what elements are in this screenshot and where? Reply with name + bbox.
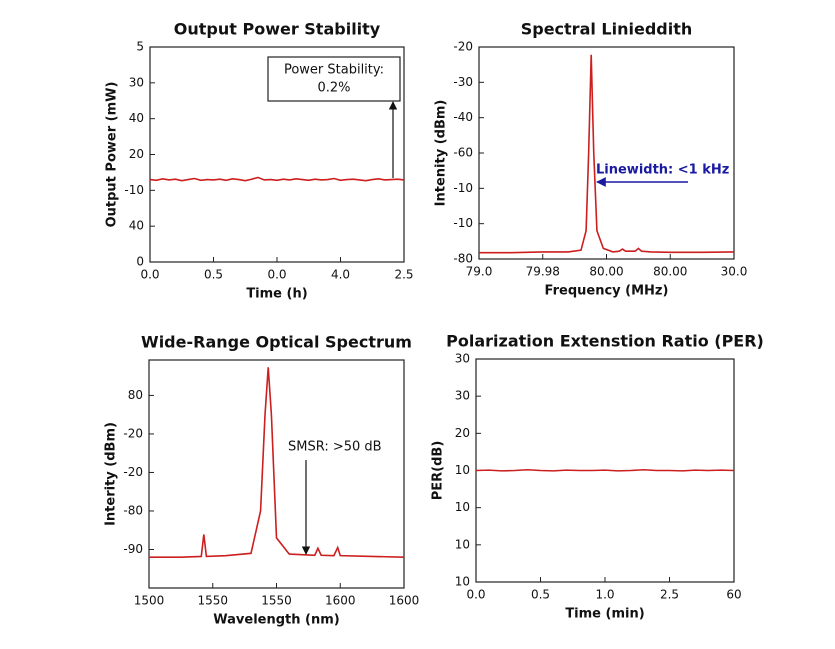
y-tick-label: 10 <box>455 500 470 514</box>
y-tick-label: 40 <box>129 111 144 125</box>
y-tick-label: 10 <box>455 463 470 477</box>
y-tick-label: 20 <box>129 147 144 161</box>
y-tick-label: -40 <box>453 110 473 124</box>
y-axis-label: Interity (dBm) <box>104 422 119 526</box>
x-tick-label: 1600 <box>389 594 420 608</box>
y-tick-label: -80 <box>123 503 143 517</box>
x-axis-label: Time (min) <box>565 607 644 622</box>
chart-title: Output Power Stability <box>174 20 381 39</box>
x-tick-label: 1.0 <box>595 588 614 602</box>
chart-panel: Output Power Stability Time (h) Output Pow… <box>105 20 414 302</box>
x-axis-label: Time (h) <box>246 287 307 302</box>
x-tick-label: 0.0 <box>267 268 286 282</box>
plot-frame <box>148 359 405 589</box>
y-tick-label: 10 <box>455 575 470 589</box>
y-tick-label: -20 <box>453 40 473 54</box>
x-tick-label: 1500 <box>134 594 165 608</box>
plot-frame <box>478 46 735 260</box>
x-tick-label: 2.5 <box>660 588 679 602</box>
x-tick-label: 0.5 <box>204 268 223 282</box>
y-tick-label: -10 <box>453 181 473 195</box>
x-tick-label: 1550 <box>261 594 292 608</box>
x-tick-label: 1550 <box>197 594 228 608</box>
y-tick-label: 80 <box>128 388 143 402</box>
y-tick-label: -20 <box>123 465 143 479</box>
data-line <box>149 367 405 558</box>
data-line <box>149 176 405 182</box>
chart-title: Spectral Linieddith <box>521 20 693 39</box>
y-axis-label: Output Power (mW) <box>105 82 120 228</box>
annotation-text: Power Stability: <box>284 63 384 78</box>
y-tick-label: 5 <box>136 40 144 54</box>
x-tick-label: 0.5 <box>531 588 550 602</box>
chart-panel: Polarization Extenstion Ratio (PER) Time … <box>431 332 764 622</box>
y-tick-label: 30 <box>455 389 470 403</box>
y-tick-label: 0 <box>136 255 144 269</box>
x-tick-label: 1600 <box>325 594 356 608</box>
data-line <box>475 468 735 472</box>
y-tick-label: 30 <box>455 352 470 366</box>
y-tick-label: -80 <box>453 252 473 266</box>
x-tick-label: 60 <box>726 588 741 602</box>
x-tick-label: 2.5 <box>394 268 413 282</box>
y-tick-label: -90 <box>123 542 143 556</box>
y-tick-label: -10 <box>453 216 473 230</box>
x-tick-label: 0.0 <box>466 588 485 602</box>
y-tick-label: -10 <box>124 183 144 197</box>
annotation-text: SMSR: >50 dB <box>288 440 382 455</box>
y-tick-label: 30 <box>129 75 144 89</box>
x-axis-label: Frequency (MHz) <box>545 284 669 299</box>
y-tick-label: 20 <box>455 426 470 440</box>
x-tick-label: 79.0 <box>466 265 493 279</box>
y-axis-label: Intenity (dBm) <box>434 100 449 207</box>
x-tick-label: 0.0 <box>140 268 159 282</box>
y-tick-label: 40 <box>129 219 144 233</box>
x-tick-label: 4.0 <box>331 268 350 282</box>
chart-title: Polarization Extenstion Ratio (PER) <box>446 332 764 351</box>
data-line <box>479 54 735 254</box>
annotation-text: 0.2% <box>317 81 350 96</box>
x-tick-label: 80.00 <box>589 265 623 279</box>
y-tick-label: -30 <box>453 75 473 89</box>
x-tick-label: 79.98 <box>526 265 560 279</box>
x-tick-label: 80.00 <box>653 265 687 279</box>
annotation-text: Linewidth: <1 kHz <box>596 163 729 178</box>
y-tick-label: 10 <box>455 537 470 551</box>
x-tick-label: 30.0 <box>721 265 748 279</box>
y-axis-label: PER(dB) <box>431 441 446 501</box>
annotation-box <box>267 56 401 102</box>
chart-panel: Spectral Linieddith Frequency (MHz) Inteni… <box>434 20 748 299</box>
y-tick-label: -60 <box>453 146 473 160</box>
x-axis-label: Wavelength (nm) <box>213 613 339 628</box>
y-tick-label: -20 <box>123 426 143 440</box>
chart-title: Wide-Range Optical Spectrum <box>141 333 412 352</box>
chart-panel: Wide-Range Optical Spectrum Wavelength (n… <box>104 333 420 628</box>
